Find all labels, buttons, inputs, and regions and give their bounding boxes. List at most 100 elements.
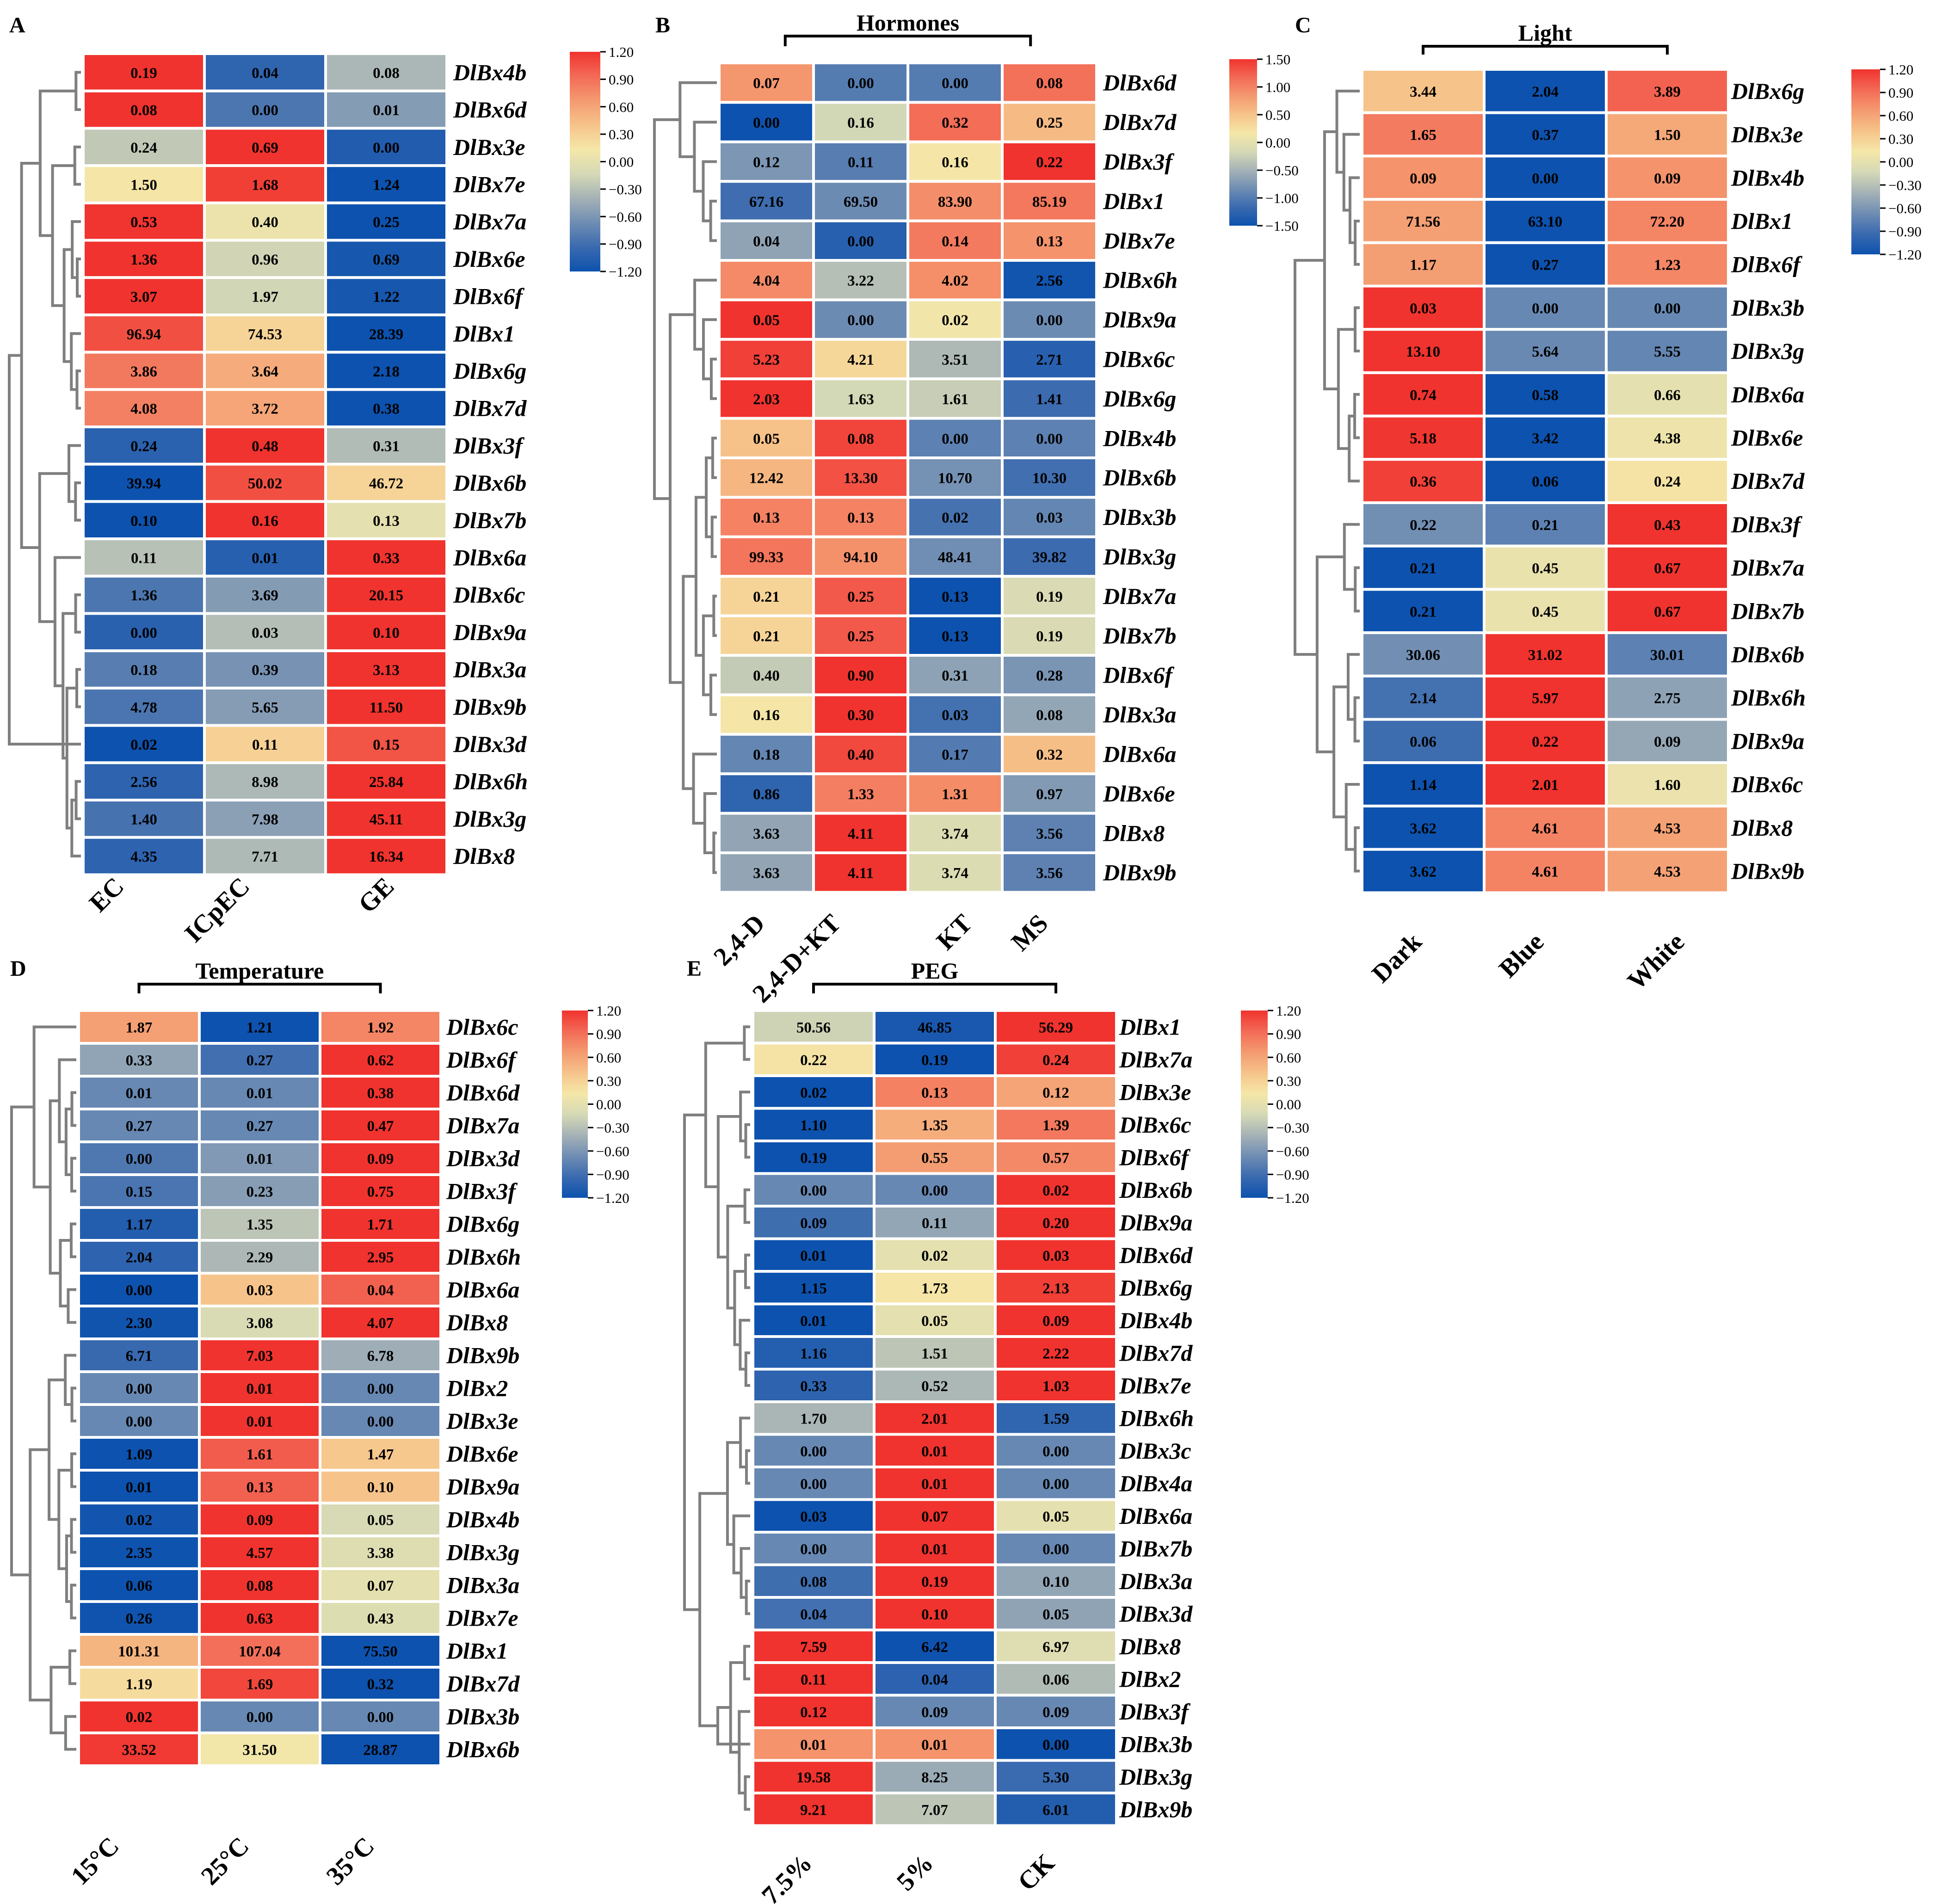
heatmap-cell [906, 219, 1004, 262]
cell-value-label: 2.04 [1532, 84, 1559, 100]
cell-value-label: 13.10 [1406, 344, 1440, 360]
cell-value-label: 0.01 [921, 1737, 948, 1753]
row-gene-label: DlBx9b [1119, 1796, 1192, 1822]
dendrogram-branch [709, 673, 717, 716]
heatmap-cell [319, 1140, 442, 1176]
cell-value-label: 0.03 [800, 1509, 827, 1525]
scale-tick-label: 1.50 [1265, 51, 1290, 68]
heatmap-cell [1483, 371, 1608, 418]
row-gene-label: DlBx6e [1103, 781, 1175, 807]
cell-value-label: 1.03 [1042, 1378, 1069, 1395]
row-gene-label: DlBx3c [1119, 1438, 1191, 1464]
row-gene-label: DlBx9b [1731, 858, 1804, 884]
cell-value-label: 10.70 [938, 470, 972, 487]
cell-value-label: 0.00 [1654, 300, 1681, 317]
heatmap-cell [77, 1272, 201, 1307]
dendrogram-branch [48, 1378, 66, 1521]
row-gene-label: DlBx3e [1731, 122, 1803, 148]
heatmap-cell [873, 1270, 997, 1306]
heatmap-cell [718, 456, 815, 499]
dendrogram-branch [58, 1058, 76, 1143]
cell-value-label: 3.63 [753, 865, 780, 882]
cell-value-label: 0.02 [800, 1084, 827, 1101]
panel-label: C [1295, 13, 1311, 37]
cell-value-label: 1.19 [126, 1676, 153, 1693]
cell-value-label: 0.00 [126, 1282, 153, 1299]
cell-value-label: 0.09 [800, 1215, 827, 1232]
heatmap-cell [1605, 198, 1730, 244]
group-bracket [1422, 45, 1669, 55]
scale-tick-label: 0.50 [1265, 107, 1290, 123]
cell-value-label: 1.60 [1654, 777, 1681, 794]
heatmap-cell [1361, 674, 1486, 721]
cell-value-label: 0.01 [800, 1313, 827, 1330]
scale-tick-label: −0.60 [596, 1143, 629, 1159]
cell-value-label: 0.02 [1042, 1183, 1069, 1199]
scale-tick-label: 0.60 [1888, 108, 1913, 124]
cell-value-label: 19.58 [796, 1769, 831, 1786]
cell-value-label: 1.16 [800, 1345, 827, 1362]
column-label: 15°C [66, 1831, 125, 1891]
color-scale-bar [1851, 69, 1880, 254]
cell-value-label: 0.40 [753, 668, 780, 684]
heatmap-cell [873, 1792, 997, 1827]
row-gene-label: DlBx9b [446, 1343, 519, 1368]
cell-value-label: 2.18 [373, 364, 400, 380]
cell-value-label: 0.25 [373, 214, 400, 231]
cell-value-label: 4.57 [247, 1545, 273, 1562]
color-scale-bar [562, 1011, 588, 1198]
scale-tick-label: 0.00 [1888, 154, 1913, 170]
row-gene-label: DlBx6f [446, 1047, 518, 1073]
cell-value-label: 0.01 [373, 102, 400, 119]
column-label: GE [353, 872, 400, 918]
cell-value-label: 0.00 [847, 233, 874, 250]
panel-label: E [687, 956, 702, 981]
column-label: Blue [1493, 927, 1549, 983]
heatmap-cell [1605, 111, 1730, 158]
heatmap-cell [1605, 761, 1730, 807]
row-gene-label: DlBx6d [1103, 70, 1177, 96]
cell-value-label: 2.29 [247, 1250, 273, 1266]
cell-value-label: 0.01 [921, 1541, 948, 1558]
cell-value-label: 0.43 [1654, 517, 1681, 534]
cell-value-label: 6.01 [1042, 1802, 1069, 1818]
row-gene-label: DlBx9a [453, 619, 526, 645]
cell-value-label: 0.10 [373, 625, 400, 641]
scale-tick-label: 1.20 [596, 1003, 621, 1019]
cell-value-label: 0.40 [847, 747, 874, 764]
heatmap-cell [203, 761, 327, 802]
cell-value-label: 0.43 [367, 1611, 394, 1627]
cell-value-label: 0.06 [1042, 1671, 1069, 1688]
heatmap-cell [1361, 284, 1486, 331]
cell-value-label: 50.02 [248, 475, 282, 492]
dendrogram-branch [1354, 219, 1360, 266]
heatmap-cell [752, 1726, 876, 1762]
dendrogram-branch [1294, 259, 1325, 656]
cell-value-label: 69.50 [844, 194, 878, 210]
cell-value-label: 3.56 [1036, 865, 1063, 882]
cell-value-label: 0.31 [373, 438, 400, 455]
cell-value-label: 1.65 [1410, 127, 1437, 144]
heatmap-cell [873, 1433, 997, 1468]
heatmap-cell [906, 456, 1004, 499]
row-gene-label: DlBx7d [453, 395, 527, 421]
dendrogram-branch [716, 1115, 741, 1259]
cell-value-label: 0.13 [753, 510, 780, 526]
heatmap-cell [812, 417, 909, 459]
cell-value-label: 0.00 [800, 1443, 827, 1460]
dendrogram-branch [53, 556, 81, 687]
cell-value-label: 31.02 [1528, 647, 1562, 664]
cell-value-label: 1.35 [247, 1217, 273, 1233]
heatmap-cell [203, 276, 327, 316]
panel-a: A 0.19 0.04 0.08 DlBx4b 0.08 0.00 0.01 DlBx6d 0.2… [8, 13, 642, 948]
row-gene-label: DlBx6a [446, 1277, 519, 1303]
scale-tick-label: 0.90 [1888, 85, 1913, 101]
dendrogram-branch [1348, 176, 1360, 244]
cell-value-label: 0.75 [367, 1184, 394, 1201]
row-gene-label: DlBx6a [1119, 1503, 1192, 1529]
cell-value-label: 25.84 [369, 774, 403, 791]
heatmap-cell [812, 298, 909, 341]
row-gene-label: DlBx4b [453, 59, 526, 85]
cell-value-label: 4.53 [1654, 863, 1681, 880]
heatmap-cell [1483, 458, 1608, 504]
